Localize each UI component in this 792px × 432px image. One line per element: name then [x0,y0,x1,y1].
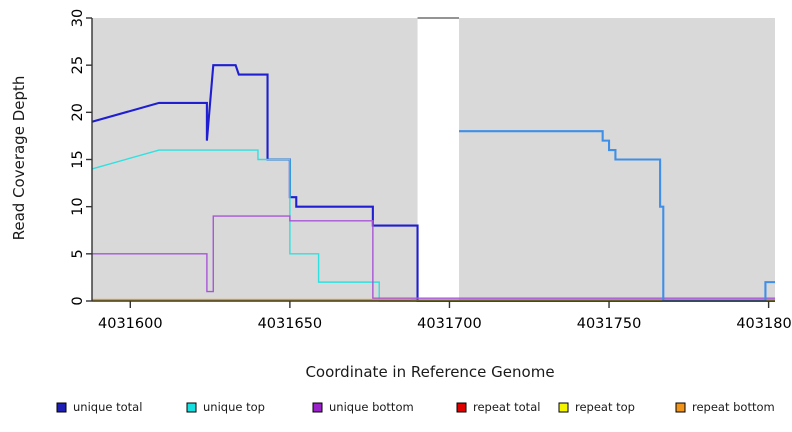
y-tick-label: 5 [70,249,86,258]
axes [86,17,775,308]
y-tick-label: 25 [70,56,86,74]
legend-label-repeat-total: repeat total [473,400,540,414]
y-tick-label: 0 [70,296,86,305]
y-tick-label: 15 [70,150,86,168]
tick-labels: 0 5 10 15 20 25 30 4031600 4031650 4031700 4031750… [70,9,792,332]
series-line-unique-bottom [92,215,775,299]
series-line-unique-top [91,149,775,302]
legend-swatch-unique-total [56,402,67,413]
x-tick-label: 4031700 [417,316,482,332]
legend-swatch-repeat-bottom [675,402,686,413]
plot-background [92,17,775,301]
y-tick-label: 10 [70,197,86,215]
x-tick-label: 4031600 [98,316,163,332]
y-tick-label: 30 [70,9,86,27]
y-axis-title: Read Coverage Depth [10,76,28,241]
legend-label-unique-total: unique total [73,400,142,414]
x-axis-title: Coordinate in Reference Genome [305,363,554,381]
legend-swatch-unique-bottom [312,402,323,413]
x-tick-label: 4031750 [577,316,642,332]
legend-swatch-unique-top [186,402,197,413]
legend-label-unique-top: unique top [203,400,265,414]
legend-swatch-repeat-top [558,402,569,413]
legend-swatch-repeat-total [456,402,467,413]
legend-label-repeat-bottom: repeat bottom [692,400,775,414]
x-tick-label: 4031650 [258,316,323,332]
legend-label-unique-bottom: unique bottom [329,400,414,414]
legend: unique total unique top unique bottom repea… [56,400,775,414]
x-tick-label: 4031800 [736,316,792,332]
legend-label-repeat-top: repeat top [575,400,635,414]
y-tick-label: 20 [70,103,86,121]
